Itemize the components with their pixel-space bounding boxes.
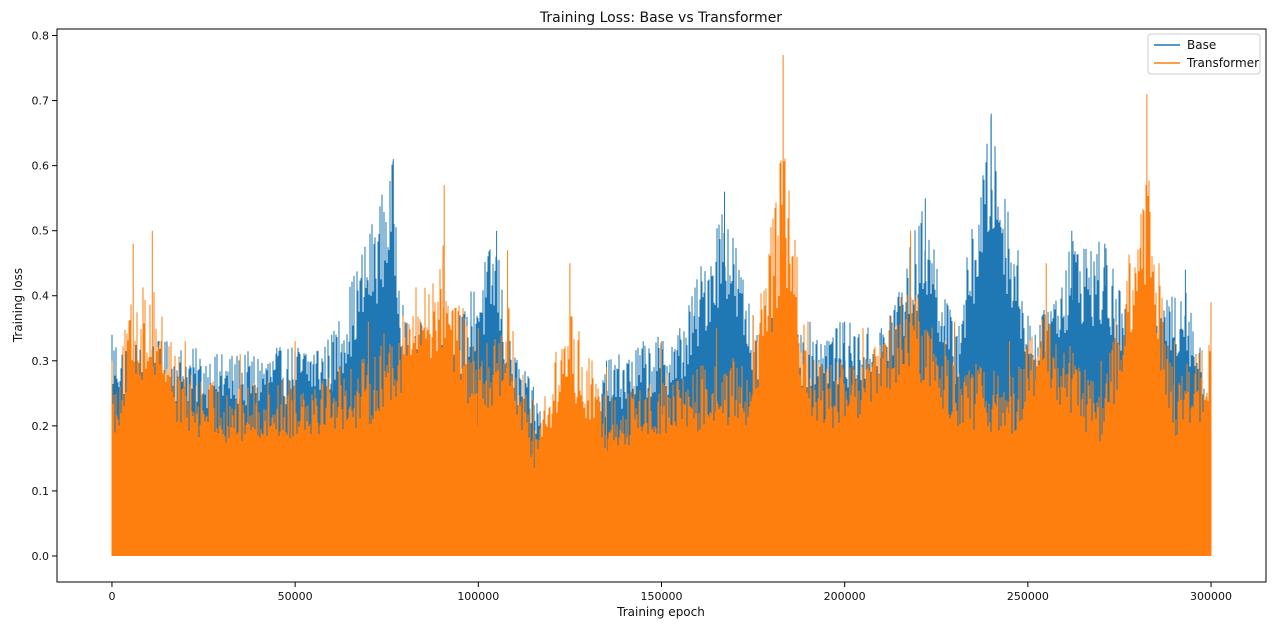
x-tick-label: 300000	[1190, 590, 1232, 603]
x-tick-label: 0	[108, 590, 115, 603]
x-tick-label: 150000	[641, 590, 683, 603]
y-tick-label: 0.6	[32, 160, 50, 173]
y-tick-label: 0.7	[32, 95, 50, 108]
legend-label-transformer: Transformer	[1186, 56, 1259, 70]
y-tick-label: 0.1	[32, 485, 50, 498]
series-line-transformer	[111, 55, 1212, 556]
legend: Base Transformer	[1147, 33, 1261, 75]
x-axis-label: Training epoch	[616, 605, 705, 619]
legend-frame	[1147, 33, 1261, 75]
x-tick-label: 100000	[457, 590, 499, 603]
x-tick-label: 50000	[278, 590, 313, 603]
chart-title: Training Loss: Base vs Transformer	[539, 10, 782, 26]
y-tick-label: 0.2	[32, 420, 50, 433]
y-tick-label: 0.3	[32, 355, 50, 368]
y-axis: 0.0 0.1 0.2 0.3 0.4 0.5 0.6 0.7 0.8	[32, 30, 57, 563]
y-tick-label: 0.5	[32, 225, 50, 238]
x-axis: 0 50000 100000 150000 200000 250000 300000	[108, 582, 1232, 603]
y-tick-label: 0.8	[32, 30, 50, 43]
y-tick-label: 0.0	[32, 550, 50, 563]
x-tick-label: 250000	[1007, 590, 1049, 603]
y-tick-label: 0.4	[32, 290, 50, 303]
x-tick-label: 200000	[824, 590, 866, 603]
y-axis-label: Training loss	[11, 268, 25, 343]
legend-label-base: Base	[1187, 38, 1216, 52]
plot-data-area	[111, 55, 1212, 556]
